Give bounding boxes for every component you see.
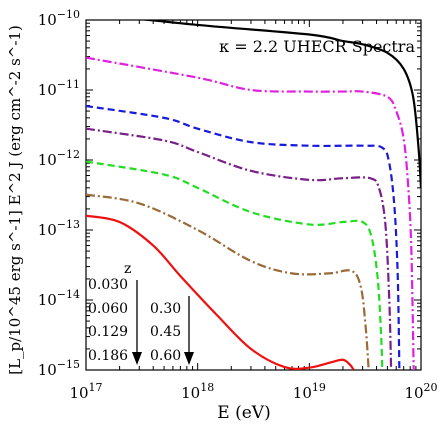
y-tick-label: 10−14	[38, 288, 80, 309]
legend-col1-item: 0.186	[88, 348, 128, 364]
legend: z 0.030 0.060 0.129 0.186 0.30 0.45 0.60	[88, 261, 194, 365]
x-tick-label: 1017	[69, 381, 102, 402]
y-tick-label: 10−10	[38, 8, 80, 29]
series-line-6	[86, 193, 370, 370]
y-tick-label: 10−12	[38, 148, 80, 169]
plot-frame	[85, 19, 422, 371]
legend-col2-item: 0.30	[150, 301, 181, 317]
legend-header: z	[124, 261, 131, 277]
x-axis-label: E (eV)	[217, 403, 270, 423]
series-line-4	[86, 127, 393, 370]
x-tick-label: 1020	[404, 381, 437, 402]
series-line-7	[86, 214, 355, 370]
series-line-5	[86, 160, 384, 370]
axis-ticks	[85, 19, 422, 371]
legend-col1-item: 0.060	[88, 301, 128, 317]
chart-title: κ = 2.2 UHECR Spectra	[219, 37, 415, 56]
x-tick-label: 1018	[181, 381, 214, 402]
x-tick-label: 1019	[293, 381, 326, 402]
series-line-1	[138, 20, 421, 188]
legend-arrow-left-head	[132, 352, 142, 365]
legend-col2-item: 0.60	[150, 348, 181, 364]
series-line-3	[86, 104, 401, 370]
y-tick-label: 10−15	[38, 358, 80, 379]
y-axis-label: [L_p/10^45 erg s^-1] E^2 J (erg cm^-2 s^…	[6, 25, 24, 375]
legend-col2-item: 0.45	[150, 324, 181, 340]
series-line-2	[86, 56, 415, 370]
legend-arrow-right-head	[184, 352, 194, 365]
series-layer	[86, 20, 421, 370]
y-tick-label: 10−11	[38, 78, 80, 99]
legend-col1-item: 0.030	[88, 277, 128, 293]
legend-col1-item: 0.129	[88, 324, 128, 340]
y-tick-label: 10−13	[38, 218, 80, 239]
